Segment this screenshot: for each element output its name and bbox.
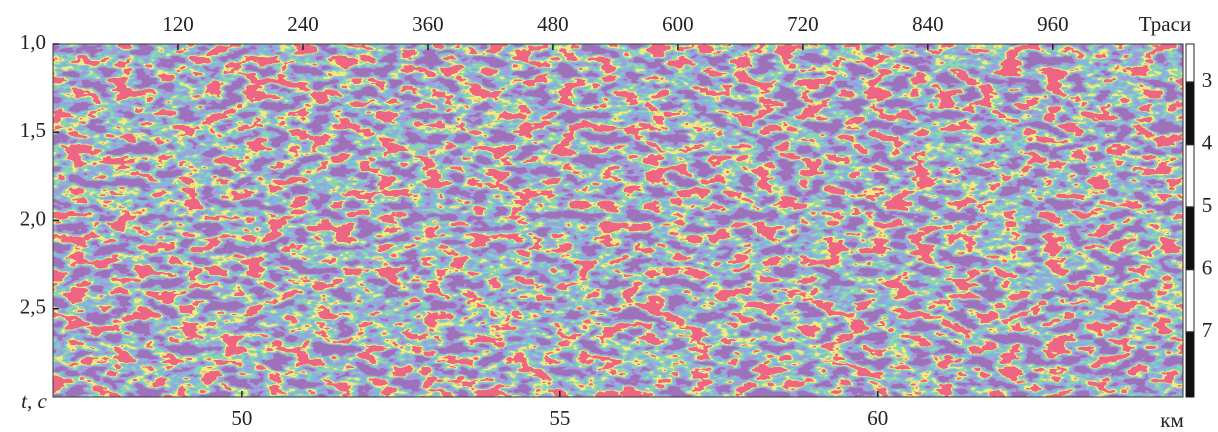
- y-tick-label: 2,0: [20, 206, 46, 230]
- x2-tick-label: 600: [662, 12, 694, 36]
- scale-bar-block: [1186, 332, 1194, 397]
- x-axis-label: км: [1160, 408, 1184, 432]
- x2-tick-label: 960: [1037, 12, 1069, 36]
- scale-bar-block: [1186, 82, 1194, 145]
- y2-tick-label: 6: [1202, 255, 1213, 279]
- y-tick-label: 2,5: [20, 295, 46, 319]
- y2-tick-label: 5: [1202, 193, 1213, 217]
- x-tick-label: 55: [549, 406, 570, 430]
- x-tick-label: 50: [231, 406, 252, 430]
- x2-tick-label: 360: [412, 12, 444, 36]
- seismic-section: [53, 44, 1183, 397]
- x2-tick-label: 120: [162, 12, 194, 36]
- x2-tick-label: 720: [787, 12, 819, 36]
- y2-tick-label: 3: [1202, 68, 1213, 92]
- x-tick-label: 60: [867, 406, 888, 430]
- scale-bar-block: [1186, 207, 1194, 270]
- y-tick-label: 1,0: [20, 30, 46, 54]
- y-tick-label: 1,5: [20, 118, 46, 142]
- y2-tick-label: 4: [1202, 130, 1213, 154]
- x2-axis-label: Траси: [1139, 12, 1191, 36]
- x2-tick-label: 480: [537, 12, 569, 36]
- x2-tick-label: 840: [912, 12, 944, 36]
- y2-tick-label: 7: [1202, 318, 1213, 342]
- y-axis-label: t, c: [21, 389, 47, 413]
- x2-tick-label: 240: [287, 12, 319, 36]
